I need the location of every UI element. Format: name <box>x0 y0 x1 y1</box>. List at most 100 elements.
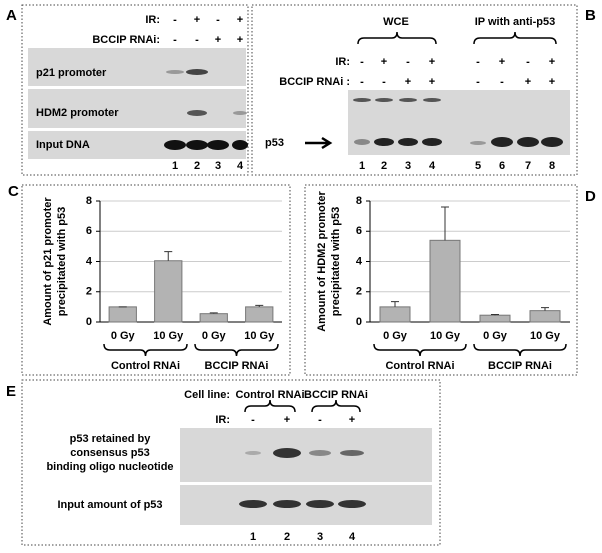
ir-sign: - <box>476 56 480 68</box>
bar <box>108 306 137 323</box>
y-tick-label: 8 <box>356 195 362 207</box>
rnai-sign: - <box>382 76 386 88</box>
row-label: p21 promoter <box>36 67 107 79</box>
bar <box>379 306 411 323</box>
panel-letter: C <box>8 183 19 200</box>
x-tick-label: 0 Gy <box>383 330 408 342</box>
brace <box>244 399 296 413</box>
bar <box>529 310 561 323</box>
y-tick-label: 8 <box>86 195 92 207</box>
ir-sign: + <box>381 56 387 68</box>
brace <box>373 343 467 357</box>
ir-sign: + <box>237 14 243 26</box>
ir-sign: + <box>429 56 435 68</box>
bar <box>199 313 228 323</box>
bar <box>154 260 183 323</box>
ir-sign: + <box>194 14 200 26</box>
label: BCCIP RNAi : <box>279 76 350 88</box>
band-label: p53 <box>265 137 284 149</box>
gel <box>180 428 432 482</box>
ir-sign: + <box>284 414 290 426</box>
row-label: HDM2 promoter <box>36 107 119 119</box>
panel-box <box>21 4 249 176</box>
y-tick-label: 2 <box>86 286 92 298</box>
group-label: BCCIP RNAi <box>205 360 269 372</box>
ir-sign: - <box>216 14 220 26</box>
panel-letter: A <box>6 7 17 24</box>
group-label: WCE <box>383 16 409 28</box>
group-label: Control RNAi <box>235 389 304 401</box>
lane-number: 3 <box>405 160 411 172</box>
rnai-sign: + <box>525 76 531 88</box>
y-tick-label: 0 <box>86 316 92 328</box>
rnai-sign: + <box>215 34 221 46</box>
lane-number: 3 <box>215 160 221 172</box>
group-label: BCCIP RNAi <box>488 360 552 372</box>
row-label: binding oligo nucleotide <box>46 461 173 473</box>
row-label: consensus p53 <box>70 447 149 459</box>
y-tick-label: 4 <box>356 255 363 267</box>
error-bar <box>491 313 499 316</box>
x-tick-label: 10 Gy <box>530 330 561 342</box>
brace <box>194 343 279 357</box>
rnai-sign: + <box>405 76 411 88</box>
lane-number: 4 <box>349 531 356 543</box>
bands <box>239 448 366 508</box>
label: IR: <box>215 414 230 426</box>
row-label: Input DNA <box>36 139 90 151</box>
bar <box>479 314 511 323</box>
label: IR: <box>335 56 350 68</box>
arrow <box>305 136 333 150</box>
panel-letter: E <box>6 383 16 400</box>
label: Cell line: <box>184 389 230 401</box>
bands <box>354 137 563 147</box>
group-label: BCCIP RNAi <box>304 389 368 401</box>
lane-number: 4 <box>237 160 244 172</box>
y-axis-label: precipitated with p53 <box>56 207 68 316</box>
band <box>187 110 207 116</box>
brace <box>473 31 557 45</box>
bands <box>164 140 248 150</box>
row-label: Input amount of p53 <box>57 499 162 511</box>
ir-sign: + <box>349 414 355 426</box>
lane-number: 1 <box>172 160 178 172</box>
ir-sign: - <box>406 56 410 68</box>
x-tick-label: 10 Gy <box>244 330 275 342</box>
ir-sign: - <box>526 56 530 68</box>
bar <box>245 306 274 323</box>
lane-number: 5 <box>475 160 481 172</box>
rnai-sign: - <box>476 76 480 88</box>
label: IR: <box>145 14 160 26</box>
rnai-sign: + <box>429 76 435 88</box>
panel-letter: D <box>585 188 596 205</box>
brace <box>357 31 437 45</box>
error-bar <box>255 304 264 307</box>
panel-letter: B <box>585 7 596 24</box>
x-tick-label: 10 Gy <box>153 330 184 342</box>
brace <box>311 399 361 413</box>
x-tick-label: 0 Gy <box>483 330 508 342</box>
y-tick-label: 2 <box>356 286 362 298</box>
lane-number: 3 <box>317 531 323 543</box>
gel <box>28 48 246 86</box>
lane-number: 7 <box>525 160 531 172</box>
panel-box <box>251 4 578 176</box>
gel <box>180 485 432 525</box>
ir-sign: - <box>173 14 177 26</box>
row-label: p53 retained by <box>70 433 152 445</box>
ir-sign: - <box>360 56 364 68</box>
rnai-sign: - <box>173 34 177 46</box>
lane-number: 2 <box>284 531 290 543</box>
rnai-sign: + <box>237 34 243 46</box>
x-tick-label: 10 Gy <box>430 330 461 342</box>
error-bar <box>164 251 173 261</box>
bar <box>429 239 461 323</box>
error-bar <box>209 312 218 314</box>
y-tick-label: 4 <box>86 255 93 267</box>
group-label: Control RNAi <box>111 360 180 372</box>
group-label: IP with anti-p53 <box>475 16 555 28</box>
gel <box>28 89 246 128</box>
label: BCCIP RNAi: <box>92 34 160 46</box>
brace <box>103 343 188 357</box>
bands <box>353 98 441 102</box>
